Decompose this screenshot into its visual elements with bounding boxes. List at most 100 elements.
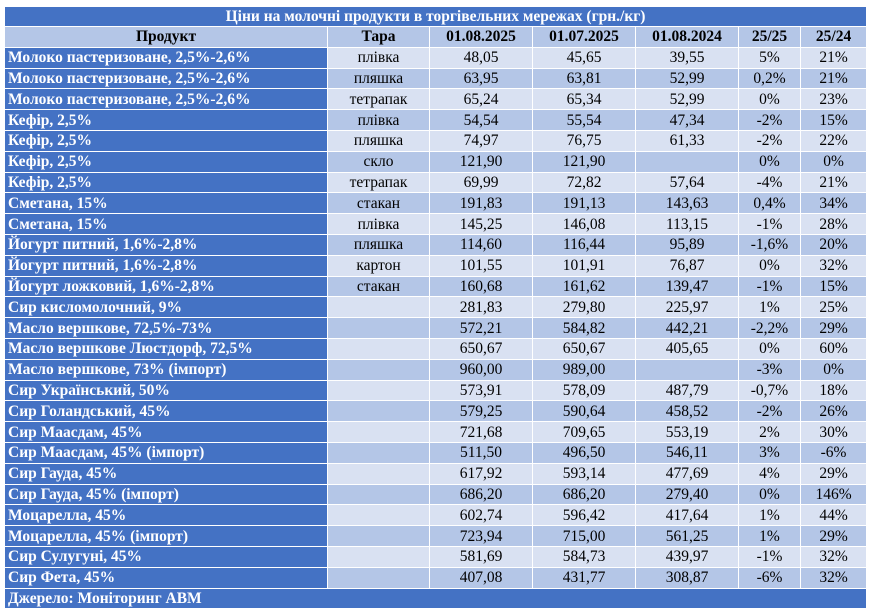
table-row: Йогурт питний, 1,6%-2,8% пляшка 114,60 116,… xyxy=(4,233,868,256)
cell-product: Йогурт питний, 1,6%-2,8% xyxy=(4,233,328,256)
cell-change-year: 25% xyxy=(799,296,868,319)
cell-price-date-1: 617,92 xyxy=(429,462,533,485)
table-row: Йогурт ложковий, 1,6%-2,8% стакан 160,68 16… xyxy=(4,275,868,298)
cell-change-month: 1% xyxy=(738,296,801,319)
cell-price-date-3: 553,19 xyxy=(635,421,739,443)
cell-price-date-2: 989,00 xyxy=(532,358,636,381)
table-row: Йогурт питний, 1,6%-2,8% картон 101,55 101,… xyxy=(4,254,868,277)
cell-change-year: 146% xyxy=(799,483,868,506)
cell-change-month: -3% xyxy=(738,358,801,381)
cell-price-date-2: 431,77 xyxy=(532,566,636,589)
cell-product: Молоко пастеризоване, 2,5%-2,6% xyxy=(4,88,328,111)
cell-price-date-3 xyxy=(635,150,739,173)
cell-price-date-3: 225,97 xyxy=(635,296,739,319)
cell-price-date-3: 458,52 xyxy=(635,400,739,423)
column-header-change-month: 25/25 xyxy=(738,26,801,48)
cell-product: Сир Фета, 45% xyxy=(4,566,328,589)
cell-price-date-1: 572,21 xyxy=(429,317,533,339)
cell-change-month: 0% xyxy=(738,337,801,360)
cell-change-year: 29% xyxy=(799,525,868,547)
cell-product: Кефір, 2,5% xyxy=(4,150,328,173)
cell-price-date-2: 63,81 xyxy=(532,67,636,90)
cell-price-date-3: 439,97 xyxy=(635,545,739,568)
cell-price-date-2: 45,65 xyxy=(532,46,636,69)
cell-price-date-3: 39,55 xyxy=(635,46,739,69)
cell-product: Масло вершкове, 73% (імпорт) xyxy=(4,358,328,381)
cell-price-date-3: 113,15 xyxy=(635,213,739,235)
cell-price-date-1: 602,74 xyxy=(429,504,533,527)
cell-pack xyxy=(327,525,430,547)
table-row: Масло вершкове Люстдорф, 72,5% 650,67 650,… xyxy=(4,337,868,360)
cell-change-year: 26% xyxy=(799,400,868,423)
table-row: Сир Фета, 45% 407,08 431,77 308,87 -6% 32% xyxy=(4,566,868,589)
cell-price-date-2: 161,62 xyxy=(532,275,636,298)
cell-price-date-2: 65,34 xyxy=(532,88,636,111)
cell-change-year: 0% xyxy=(799,150,868,173)
cell-pack xyxy=(327,358,430,381)
cell-product: Сир Маасдам, 45% xyxy=(4,421,328,443)
table-row: Моцарелла, 45% 602,74 596,42 417,64 1% 44% xyxy=(4,504,868,527)
cell-pack xyxy=(327,379,430,402)
cell-price-date-3: 405,65 xyxy=(635,337,739,360)
cell-price-date-1: 65,24 xyxy=(429,88,533,111)
cell-change-year: 15% xyxy=(799,109,868,131)
cell-change-month: 0% xyxy=(738,254,801,277)
cell-price-date-2: 650,67 xyxy=(532,337,636,360)
cell-change-month: 0% xyxy=(738,88,801,111)
cell-price-date-1: 145,25 xyxy=(429,213,533,235)
cell-pack xyxy=(327,462,430,485)
cell-change-month: 3% xyxy=(738,441,801,464)
cell-product: Молоко пастеризоване, 2,5%-2,6% xyxy=(4,46,328,69)
cell-price-date-2: 686,20 xyxy=(532,483,636,506)
cell-price-date-2: 584,73 xyxy=(532,545,636,568)
price-table: Ціни на молочні продукти в торгівельних … xyxy=(3,6,868,610)
table-row: Молоко пастеризоване, 2,5%-2,6% плівка 48,… xyxy=(4,46,868,69)
cell-pack xyxy=(327,504,430,527)
cell-change-month: -1% xyxy=(738,545,801,568)
cell-price-date-3: 76,87 xyxy=(635,254,739,277)
cell-change-year: 21% xyxy=(799,67,868,90)
table-source-footer: Джерело: Моніторинг АВМ xyxy=(3,587,868,610)
table-row: Сир Голандський, 45% 579,25 590,64 458,52 -2… xyxy=(4,400,868,423)
table-row: Сметана, 15% стакан 191,83 191,13 143,63 0,4%… xyxy=(4,192,868,215)
cell-price-date-1: 650,67 xyxy=(429,337,533,360)
cell-change-month: -0,7% xyxy=(738,379,801,402)
cell-product: Йогурт ложковий, 1,6%-2,8% xyxy=(4,275,328,298)
table-row: Сир Український, 50% 573,91 578,09 487,79 -0… xyxy=(4,379,868,402)
cell-price-date-3: 143,63 xyxy=(635,192,739,215)
table-row: Кефір, 2,5% плівка 54,54 55,54 47,34 -2% 15% xyxy=(4,109,868,131)
cell-change-year: 21% xyxy=(799,46,868,69)
cell-change-year: 44% xyxy=(799,504,868,527)
cell-price-date-2: 578,09 xyxy=(532,379,636,402)
cell-price-date-1: 69,99 xyxy=(429,171,533,194)
cell-price-date-1: 74,97 xyxy=(429,129,533,152)
cell-change-year: 32% xyxy=(799,254,868,277)
cell-pack: плівка xyxy=(327,213,430,235)
cell-price-date-2: 116,44 xyxy=(532,233,636,256)
column-header-date-2: 01.07.2025 xyxy=(532,26,636,48)
cell-change-year: 60% xyxy=(799,337,868,360)
cell-change-month: -1% xyxy=(738,275,801,298)
cell-price-date-1: 160,68 xyxy=(429,275,533,298)
cell-product: Сметана, 15% xyxy=(4,213,328,235)
cell-change-year: 22% xyxy=(799,129,868,152)
cell-price-date-2: 715,00 xyxy=(532,525,636,547)
table-row: Сир Маасдам, 45% 721,68 709,65 553,19 2% 30% xyxy=(4,421,868,443)
table-row: Моцарелла, 45% (імпорт) 723,94 715,00 561,2… xyxy=(4,525,868,547)
cell-price-date-1: 723,94 xyxy=(429,525,533,547)
cell-pack xyxy=(327,421,430,443)
cell-change-month: 0,2% xyxy=(738,67,801,90)
cell-price-date-1: 581,69 xyxy=(429,545,533,568)
cell-price-date-1: 101,55 xyxy=(429,254,533,277)
cell-product: Кефір, 2,5% xyxy=(4,171,328,194)
table-row: Кефір, 2,5% пляшка 74,97 76,75 61,33 -2% 22% xyxy=(4,129,868,152)
cell-price-date-1: 407,08 xyxy=(429,566,533,589)
cell-price-date-3: 308,87 xyxy=(635,566,739,589)
cell-product: Сир Сулугуні, 45% xyxy=(4,545,328,568)
cell-change-month: -2,2% xyxy=(738,317,801,339)
cell-change-year: 32% xyxy=(799,566,868,589)
cell-price-date-1: 281,83 xyxy=(429,296,533,319)
table-row: Масло вершкове, 72,5%-73% 572,21 584,82 442… xyxy=(4,317,868,339)
column-header-date-1: 01.08.2025 xyxy=(429,26,533,48)
cell-change-month: 0% xyxy=(738,150,801,173)
